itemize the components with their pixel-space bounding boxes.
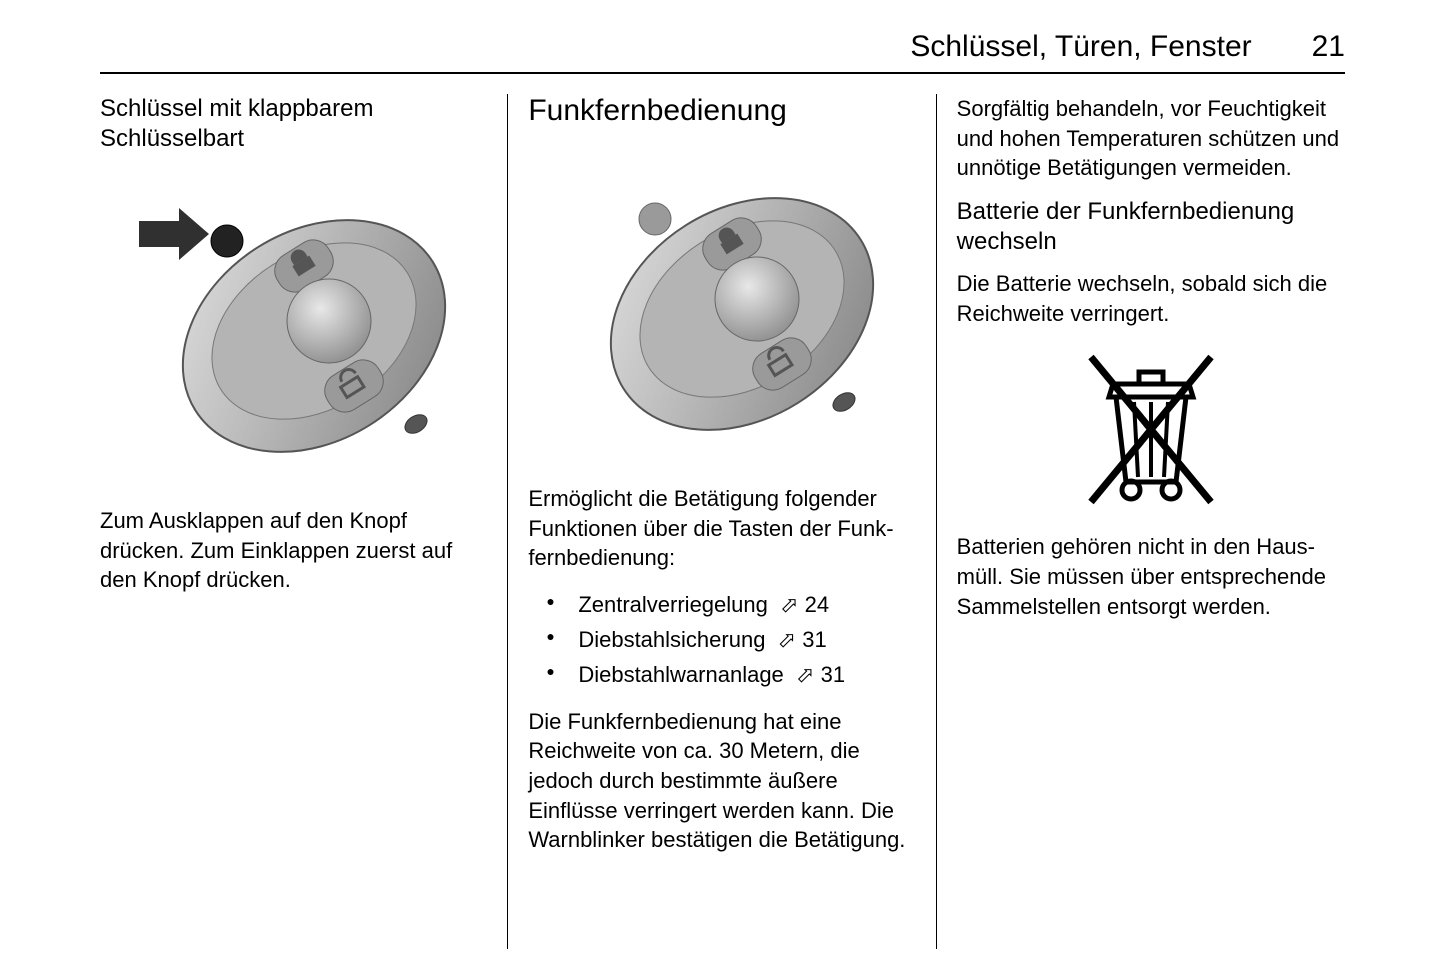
bullet-text: Diebstahlsicherung [578, 627, 765, 652]
col3-care-text: Sorgfältig behandeln, vor Feuchtig­keit … [957, 94, 1345, 183]
col3-battery-text: Die Batterie wechseln, sobald sich die R… [957, 269, 1345, 328]
press-arrow-icon [139, 208, 209, 260]
column-1: Schlüssel mit klappbarem Schlüsselbart [100, 94, 508, 869]
col2-intro: Ermöglicht die Betätigung folgender Funk… [528, 484, 916, 573]
key-fob-arrow-svg [124, 166, 464, 476]
crossed-bin-svg [1071, 342, 1231, 512]
column-2: Funkfernbedienung [508, 94, 936, 869]
reference-arrow-icon: ⬀ [772, 622, 803, 657]
page-header: Schlüssel, Türen, Fenster 21 [100, 30, 1345, 74]
column-3: Sorgfältig behandeln, vor Feuchtig­keit … [937, 94, 1345, 869]
bullet-ref: 31 [821, 662, 845, 687]
reference-arrow-icon: ⬀ [790, 657, 821, 692]
header-page-number: 21 [1312, 30, 1345, 64]
col3-disposal-text: Batterien gehören nicht in den Haus­müll… [957, 532, 1345, 621]
list-item: Diebstahlsicherung ⬀ 31 [528, 622, 916, 657]
col2-range-text: Die Funkfernbedienung hat eine Reichweit… [528, 707, 916, 855]
bullet-text: Zentralverriegelung [578, 592, 768, 617]
no-household-waste-icon [957, 342, 1345, 512]
functions-list: Zentralverriegelung ⬀ 24 Diebstahlsicher… [528, 587, 916, 693]
col3-battery-heading: Batterie der Funkfernbedienung wechseln [957, 197, 1345, 257]
content-columns: Schlüssel mit klappbarem Schlüsselbart [100, 94, 1345, 869]
col2-heading: Funkfernbedienung [528, 94, 916, 128]
reference-arrow-icon: ⬀ [774, 587, 805, 622]
header-section-title: Schlüssel, Türen, Fenster [910, 30, 1251, 64]
bullet-text: Diebstahlwarnanlage [578, 662, 783, 687]
list-item: Zentralverriegelung ⬀ 24 [528, 587, 916, 622]
col1-paragraph: Zum Ausklappen auf den Knopf drücken. Zu… [100, 506, 488, 595]
key-fob-with-arrow-illustration [100, 166, 488, 476]
bullet-ref: 31 [802, 627, 826, 652]
key-fob-illustration [528, 144, 916, 454]
list-item: Diebstahlwarnanlage ⬀ 31 [528, 657, 916, 692]
bullet-ref: 24 [805, 592, 829, 617]
key-fob-svg [552, 144, 892, 454]
col1-subheading: Schlüssel mit klappbarem Schlüsselbart [100, 94, 488, 154]
